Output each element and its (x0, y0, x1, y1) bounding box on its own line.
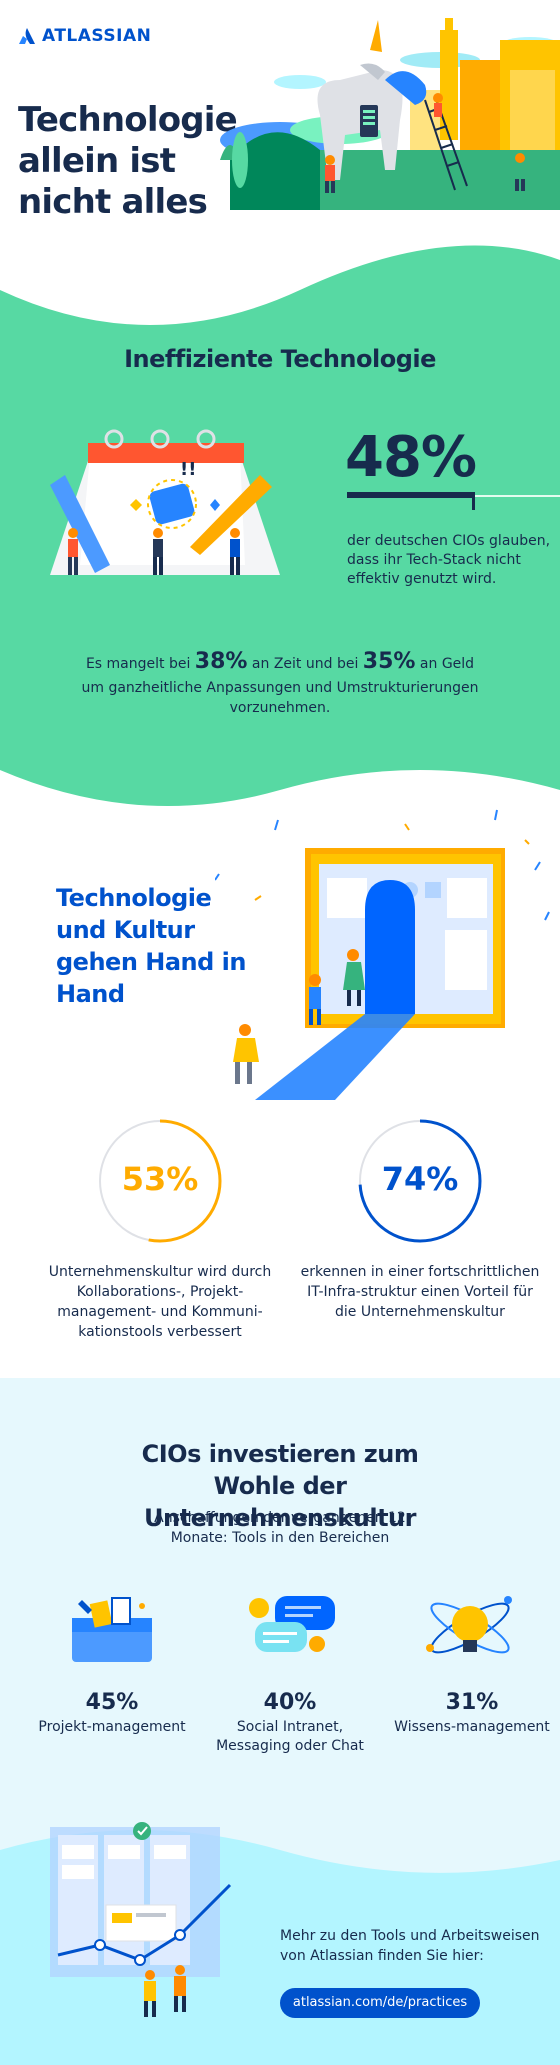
green-background (0, 245, 560, 807)
stat-48-description: der deutschen CIOs glauben, dass ihr Tec… (347, 533, 551, 587)
logo-text: ATLASSIAN (42, 26, 152, 46)
cio-subtitle-text: Anschaffungen der vergangenen 12 Monate:… (154, 1510, 406, 1546)
lack-resources-rest: um ganzheitliche Anpassungen und Umstruk… (0, 678, 560, 718)
practices-link-button[interactable]: atlassian.com/de/practices (280, 1988, 480, 2018)
section-title-cio: CIOs investieren zum Wohle der Unternehm… (0, 1438, 560, 1534)
ring-53-chart (98, 1119, 222, 1243)
ring-53-progress (98, 1119, 222, 1243)
tool-2-label: Social Intranet, Messaging oder Chat (216, 1719, 364, 1754)
lack-rest-text: um ganzheitliche Anpassungen und Umstruk… (81, 680, 479, 716)
stat-74-value: 74% (381, 1160, 459, 1198)
lack-money-label: an Geld (419, 656, 475, 672)
toolbox-icon (72, 1597, 152, 1662)
section-title-kultur: Technologie und Kultur gehen Hand in Han… (56, 884, 246, 1008)
calendar-illustration: !! (50, 429, 280, 575)
stat-underline (347, 492, 560, 510)
stat-53-value: 53% (121, 1160, 199, 1198)
cta-description: Mehr zu den Tools und Arbeitsweisen von … (280, 1928, 540, 1964)
lack-money-pct: 35% (362, 649, 416, 674)
hero-section: ATLASSIAN Technologie allein ist nicht a… (0, 0, 560, 360)
tool-1-pct: 45% (85, 1690, 139, 1715)
lightbulb-icon (426, 1596, 512, 1654)
kanban-board-illustration (50, 1822, 232, 2017)
stat-48-value: 48% (345, 425, 477, 490)
tool-3-pct: 31% (445, 1690, 499, 1715)
tool-3-label: Wissens-management (394, 1719, 550, 1735)
tool-2-pct: 40% (263, 1690, 317, 1715)
atlassian-logo[interactable]: ATLASSIAN (18, 26, 151, 46)
section-title-ineffiziente: Ineffiziente Technologie (124, 345, 436, 373)
unicorn-city-illustration (220, 18, 560, 210)
hero-title: Technologie allein ist nicht alles (18, 100, 238, 222)
lack-time-pct: 38% (194, 649, 248, 674)
chat-bubbles-icon (249, 1596, 335, 1652)
cio-subtitle: Anschaffungen der vergangenen 12 Monate:… (0, 1508, 560, 1548)
stat-74-description: erkennen in einer fortschrittlichen IT-I… (300, 1264, 540, 1320)
ring-74-chart (358, 1119, 482, 1243)
ring-74-progress (358, 1119, 482, 1243)
lack-resources-line: Es mangelt bei 38% an Zeit und bei 35% a… (0, 649, 560, 674)
stat-53-description: Unternehmenskultur wird durch Kollaborat… (48, 1264, 272, 1340)
atlassian-logo-icon (19, 28, 35, 44)
cio-title-text: CIOs investieren zum Wohle der Unternehm… (141, 1440, 419, 1532)
svg-text:!!: !! (180, 459, 196, 480)
lack-prefix: Es mangelt bei (85, 656, 191, 672)
tool-1-label: Projekt-management (38, 1719, 186, 1735)
lack-time-label: an Zeit und bei (251, 656, 359, 672)
door-illustration (215, 809, 550, 1100)
